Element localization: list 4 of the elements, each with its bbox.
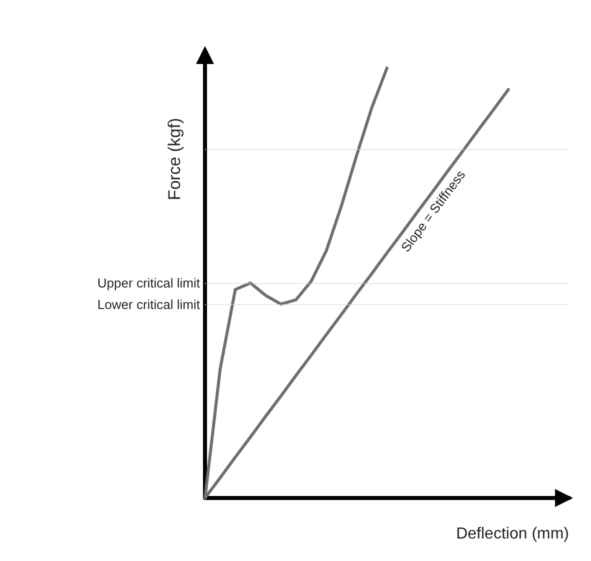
y-axis-title: Force (kgf): [165, 118, 184, 200]
x-axis-title: Deflection (mm): [456, 526, 569, 542]
ref-line-label: Upper critical limit: [97, 276, 200, 290]
ref-line-label: Lower critical limit: [97, 297, 200, 312]
